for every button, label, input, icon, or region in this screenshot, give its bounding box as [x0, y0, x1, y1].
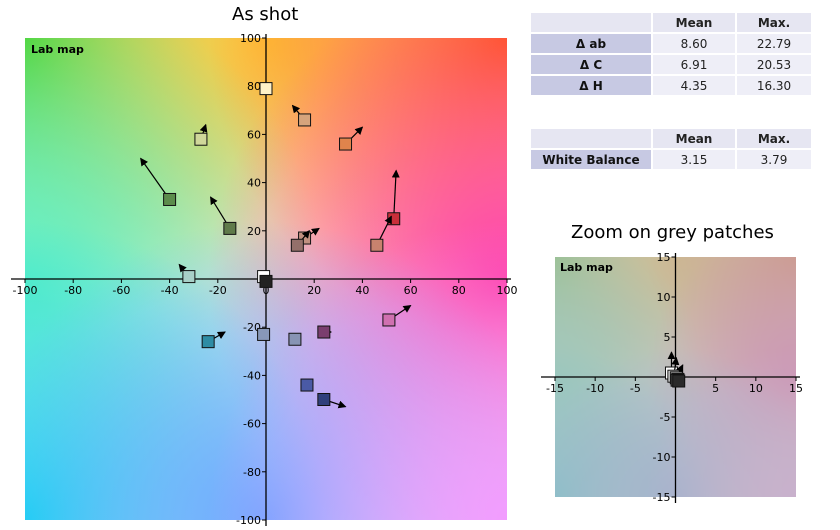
table-row: White Balance 3.15 3.79 [531, 150, 811, 169]
y-tick-label: -10 [653, 451, 671, 464]
x-tick-label: 40 [355, 284, 369, 297]
color-patch-marker [223, 221, 237, 235]
x-tick-label: 80 [452, 284, 466, 297]
y-tick-label: -40 [243, 369, 261, 382]
table-header-mean: Mean [653, 129, 735, 148]
color-patch-marker [288, 332, 302, 346]
x-tick-label: 10 [749, 382, 763, 395]
row-mean: 3.15 [653, 150, 735, 169]
color-patch-marker [339, 137, 353, 151]
y-tick-label: 20 [247, 225, 261, 238]
y-tick-label: -15 [653, 491, 671, 504]
color-patch-marker [298, 113, 312, 127]
color-patch-marker [182, 270, 196, 284]
y-tick-label: 40 [247, 177, 261, 190]
row-mean: 6.91 [653, 55, 735, 74]
table-header-row: Mean Max. [531, 13, 811, 32]
color-patch-marker [382, 313, 396, 327]
color-patch-marker [259, 82, 273, 96]
color-patch-marker [317, 325, 331, 339]
y-tick-label: 60 [247, 128, 261, 141]
error-arrow [140, 157, 171, 200]
x-tick-label: 5 [712, 382, 719, 395]
y-tick-label: 5 [664, 331, 671, 344]
color-patch-marker [370, 238, 384, 252]
white-balance-table: Mean Max. White Balance 3.15 3.79 [529, 127, 813, 171]
x-tick-label: -100 [13, 284, 38, 297]
y-tick-label: 15 [657, 251, 671, 264]
row-label: Δ C [531, 55, 651, 74]
row-mean: 4.35 [653, 76, 735, 95]
x-tick-label: -40 [161, 284, 179, 297]
row-mean: 8.60 [653, 34, 735, 53]
x-tick-label: -20 [209, 284, 227, 297]
row-label: Δ H [531, 76, 651, 95]
delta-stats-table: Mean Max. Δ ab 8.60 22.79 Δ C 6.91 20.53… [529, 11, 813, 97]
error-arrow [391, 169, 400, 219]
chart-zoom: -15 -10 -5 5 10 15 -15 -10 -5 5 10 15 Lab map [541, 251, 803, 504]
x-tick-label: -60 [112, 284, 130, 297]
y-tick-label: -60 [243, 418, 261, 431]
color-patch-marker [163, 192, 177, 206]
y-tick-label: 80 [247, 80, 261, 93]
color-patch-marker [317, 393, 331, 406]
table-header-corner [531, 129, 651, 148]
y-tick-label: 10 [657, 291, 671, 304]
x-tick-label: -80 [64, 284, 82, 297]
color-patch-marker [201, 335, 215, 349]
row-max: 20.53 [737, 55, 811, 74]
table-row: Δ ab 8.60 22.79 [531, 34, 811, 53]
row-label: Δ ab [531, 34, 651, 53]
lab-map-label: Lab map [31, 43, 84, 56]
x-tick-label: -10 [586, 382, 604, 395]
x-tick-label: -15 [546, 382, 564, 395]
color-patch-marker [290, 238, 304, 252]
x-tick-label: 60 [404, 284, 418, 297]
row-label: White Balance [531, 150, 651, 169]
table-header-row: Mean Max. [531, 129, 811, 148]
color-patch-marker [259, 274, 273, 288]
table-row: Δ H 4.35 16.30 [531, 76, 811, 95]
y-tick-label: -80 [243, 466, 261, 479]
x-tick-label: -5 [630, 382, 641, 395]
color-patch-marker [257, 327, 271, 341]
table-header-max: Max. [737, 129, 811, 148]
y-tick-label: -100 [236, 514, 261, 527]
color-patch-marker [300, 378, 314, 392]
table-header-max: Max. [737, 13, 811, 32]
y-tick-label: -20 [243, 321, 261, 334]
row-max: 3.79 [737, 150, 811, 169]
y-tick-label: -5 [660, 411, 671, 424]
color-patch-marker [672, 374, 686, 388]
row-max: 22.79 [737, 34, 811, 53]
table-header-mean: Mean [653, 13, 735, 32]
x-tick-label: 0 [263, 284, 270, 297]
x-tick-label: 15 [789, 382, 803, 395]
main-chart-title: As shot [232, 4, 299, 25]
lab-map-label: Lab map [560, 261, 613, 274]
zoom-chart-title: Zoom on grey patches [571, 222, 774, 243]
y-tick-label: 100 [240, 32, 261, 45]
x-tick-label: 100 [497, 284, 518, 297]
table-header-corner [531, 13, 651, 32]
table-row: Δ C 6.91 20.53 [531, 55, 811, 74]
row-max: 16.30 [737, 76, 811, 95]
color-patch-marker [194, 132, 208, 146]
chart-main: -100 -80 -60 -40 -20 0 20 40 60 80 100 -100 -80 -60 -4… [11, 32, 518, 527]
x-tick-label: 20 [307, 284, 321, 297]
